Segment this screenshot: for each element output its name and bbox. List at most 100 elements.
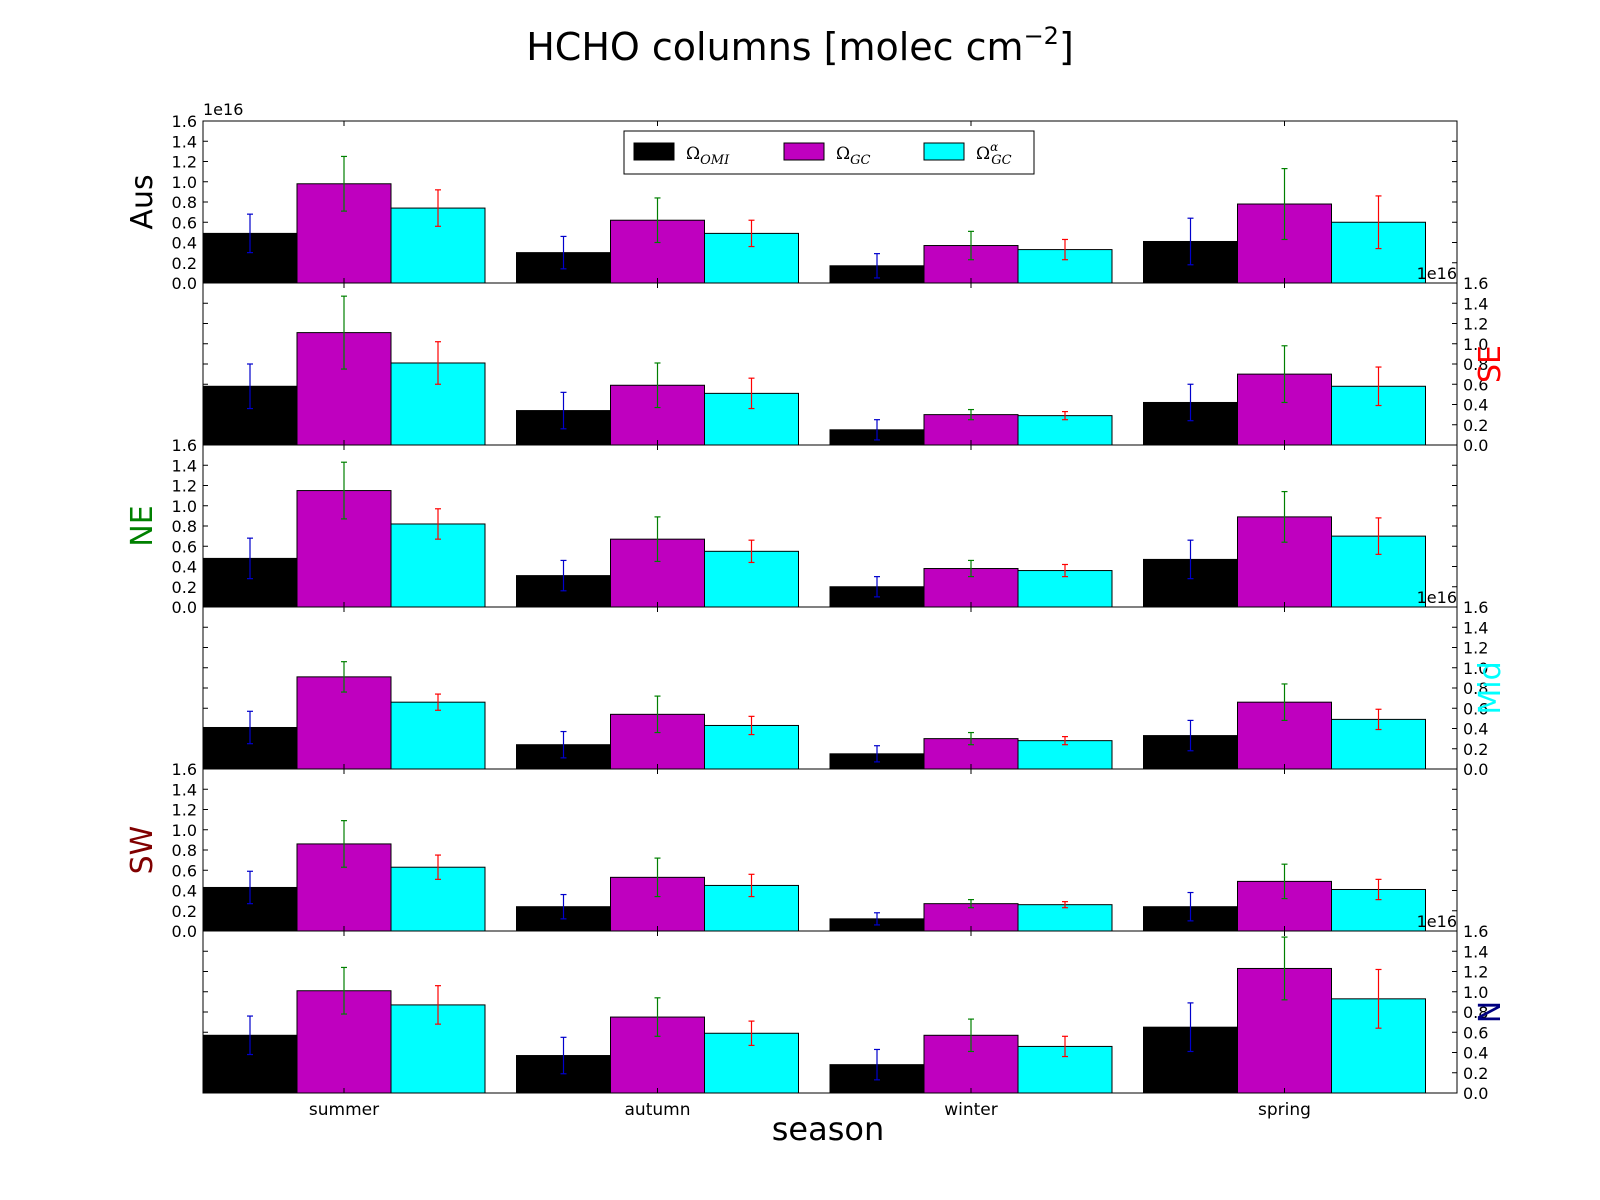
y-tick-label: 1.0	[172, 497, 197, 516]
errorbar-mid-omi-summer	[247, 710, 253, 745]
bar-mid-gca-summer	[390, 701, 486, 770]
errorbar-n-gc-winter	[968, 1018, 974, 1053]
errorbar-mid-omi-autumn	[560, 730, 567, 759]
errorbar-sw-gc-autumn	[654, 857, 661, 898]
region-label-aus: Aus	[125, 174, 160, 229]
y-tick-label: 1.2	[172, 153, 197, 172]
errorbar-se-omi-summer	[247, 363, 253, 410]
errorbar-sw-gc-spring	[1281, 863, 1288, 900]
errorbar-n-gc-autumn	[654, 997, 661, 1037]
errorbar-se-gc-autumn	[654, 362, 661, 409]
y-tick-label: 1.0	[172, 821, 197, 840]
panel-aus: 0.00.20.4 0.60.81.01.2 1.41.6 1e16 Aus	[125, 100, 1458, 293]
y-tick-label: 0.0	[172, 274, 197, 293]
category-labels: summer autumn winter spring	[309, 1100, 1311, 1120]
legend-frame	[623, 130, 1035, 175]
y-tick-label: 0.0	[1463, 760, 1488, 779]
y-tick-label: 0.4	[1463, 1044, 1488, 1063]
panel-n: 0.00.20.4 0.60.81.01.2 1.41.6 1e16 N	[202, 912, 1508, 1103]
errorbar-aus-gc-spring	[1281, 167, 1288, 241]
panels-layer: 0.00.20.40.60.81.01.21.41.61e16Aus0.00.2…	[125, 100, 1508, 1103]
errorbar-ne-omi-summer	[247, 537, 253, 580]
errorbar-aus-gc-winter	[968, 230, 974, 261]
errorbar-ne-omi-spring	[1187, 539, 1194, 580]
errorbar-sw-omi-spring	[1187, 891, 1194, 922]
y-tick-label: 1.6	[172, 112, 197, 131]
y-tick-label: 0.0	[1463, 1084, 1488, 1103]
y-tick-label: 0.2	[1463, 416, 1488, 435]
errorbar-sw-gca-spring	[1375, 878, 1382, 901]
y-tick-label: 1.2	[1463, 315, 1488, 334]
y-offset-label: 1e16	[203, 100, 243, 119]
y-tick-label: 0.6	[172, 213, 197, 232]
errorbar-n-omi-autumn	[560, 1036, 567, 1075]
y-tick-label: 0.0	[172, 598, 197, 617]
y-tick-label: 1.0	[1463, 335, 1488, 354]
y-tick-label: 1.4	[172, 132, 197, 151]
errorbar-se-gc-summer	[341, 295, 347, 370]
region-label-n: N	[1473, 1001, 1508, 1023]
y-tick-label: 1.2	[172, 477, 197, 496]
errorbar-n-gca-winter	[1062, 1035, 1068, 1058]
errorbar-n-gc-spring	[1281, 936, 1288, 1001]
y-tick-label: 1.4	[172, 780, 197, 799]
y-tick-label: 0.0	[1463, 436, 1488, 455]
errorbar-se-gca-autumn	[748, 377, 755, 410]
errorbar-aus-omi-winter	[874, 253, 880, 279]
y-offset-label: 1e16	[1417, 264, 1457, 283]
errorbar-ne-gc-winter	[968, 559, 974, 578]
errorbar-aus-gc-autumn	[654, 197, 661, 244]
y-tick-label: 1.0	[1463, 983, 1488, 1002]
y-tick-label: 0.8	[1463, 355, 1488, 374]
errorbar-mid-gc-winter	[968, 731, 974, 746]
y-tick-label: 1.6	[1463, 922, 1488, 941]
errorbar-ne-gc-spring	[1281, 490, 1288, 543]
bar-sw-gca-winter	[1017, 904, 1113, 932]
y-tick-label: 1.6	[172, 760, 197, 779]
legend-swatch	[633, 142, 675, 161]
errorbar-se-gca-winter	[1062, 410, 1068, 421]
y-tick-label: 1.4	[1463, 294, 1488, 313]
errorbar-se-gc-spring	[1281, 345, 1288, 404]
y-tick-label: 1.6	[1463, 274, 1488, 293]
y-tick-label: 0.8	[1463, 679, 1488, 698]
errorbar-n-gca-spring	[1375, 968, 1382, 1029]
errorbar-ne-omi-autumn	[560, 559, 567, 592]
y-tick-label: 0.0	[172, 922, 197, 941]
y-tick-label: 1.4	[1463, 942, 1488, 961]
panel-se: 0.00.20.4 0.60.81.01.2 1.41.6 1e16 SE	[202, 264, 1508, 455]
y-tick-label: 0.4	[172, 234, 197, 253]
errorbar-sw-omi-winter	[874, 912, 880, 926]
errorbar-sw-gc-summer	[341, 820, 347, 868]
errorbar-sw-omi-summer	[247, 870, 253, 905]
legend-swatch	[783, 142, 825, 161]
y-tick-label: 0.6	[172, 537, 197, 556]
y-tick-label: 0.6	[172, 861, 197, 880]
errorbar-mid-gc-spring	[1281, 683, 1288, 722]
chart-title: HCHO columns [molec cm−2]	[526, 22, 1074, 69]
y-tick-label: 0.4	[172, 558, 197, 577]
y-tick-label: 0.8	[172, 841, 197, 860]
errorbar-se-omi-autumn	[560, 391, 567, 430]
legend-entry-omi: ΩOMI	[633, 142, 730, 168]
errorbar-se-omi-spring	[1187, 383, 1194, 422]
y-offset-label: 1e16	[1417, 588, 1457, 607]
y-tick-label: 1.2	[1463, 963, 1488, 982]
errorbar-mid-gca-autumn	[748, 715, 755, 736]
legend-swatch	[923, 142, 965, 161]
errorbar-mid-omi-winter	[874, 745, 880, 763]
y-tick-label: 0.6	[1463, 699, 1488, 718]
errorbar-aus-gc-summer	[341, 155, 347, 212]
chart-title-main: HCHO columns [molec cm	[526, 25, 1023, 69]
legend: ΩOMI ΩGC Ωα GC	[623, 130, 1035, 175]
legend-label: ΩGC	[836, 144, 870, 168]
errorbar-sw-gca-autumn	[748, 873, 755, 898]
errorbar-mid-gca-winter	[1062, 735, 1068, 746]
errorbar-aus-gca-winter	[1062, 238, 1068, 261]
errorbar-n-omi-summer	[247, 1015, 253, 1056]
errorbar-sw-gca-summer	[435, 854, 441, 880]
y-offset-label: 1e16	[1417, 912, 1457, 931]
errorbar-se-gca-summer	[435, 341, 441, 385]
errorbar-mid-gca-summer	[435, 693, 441, 711]
